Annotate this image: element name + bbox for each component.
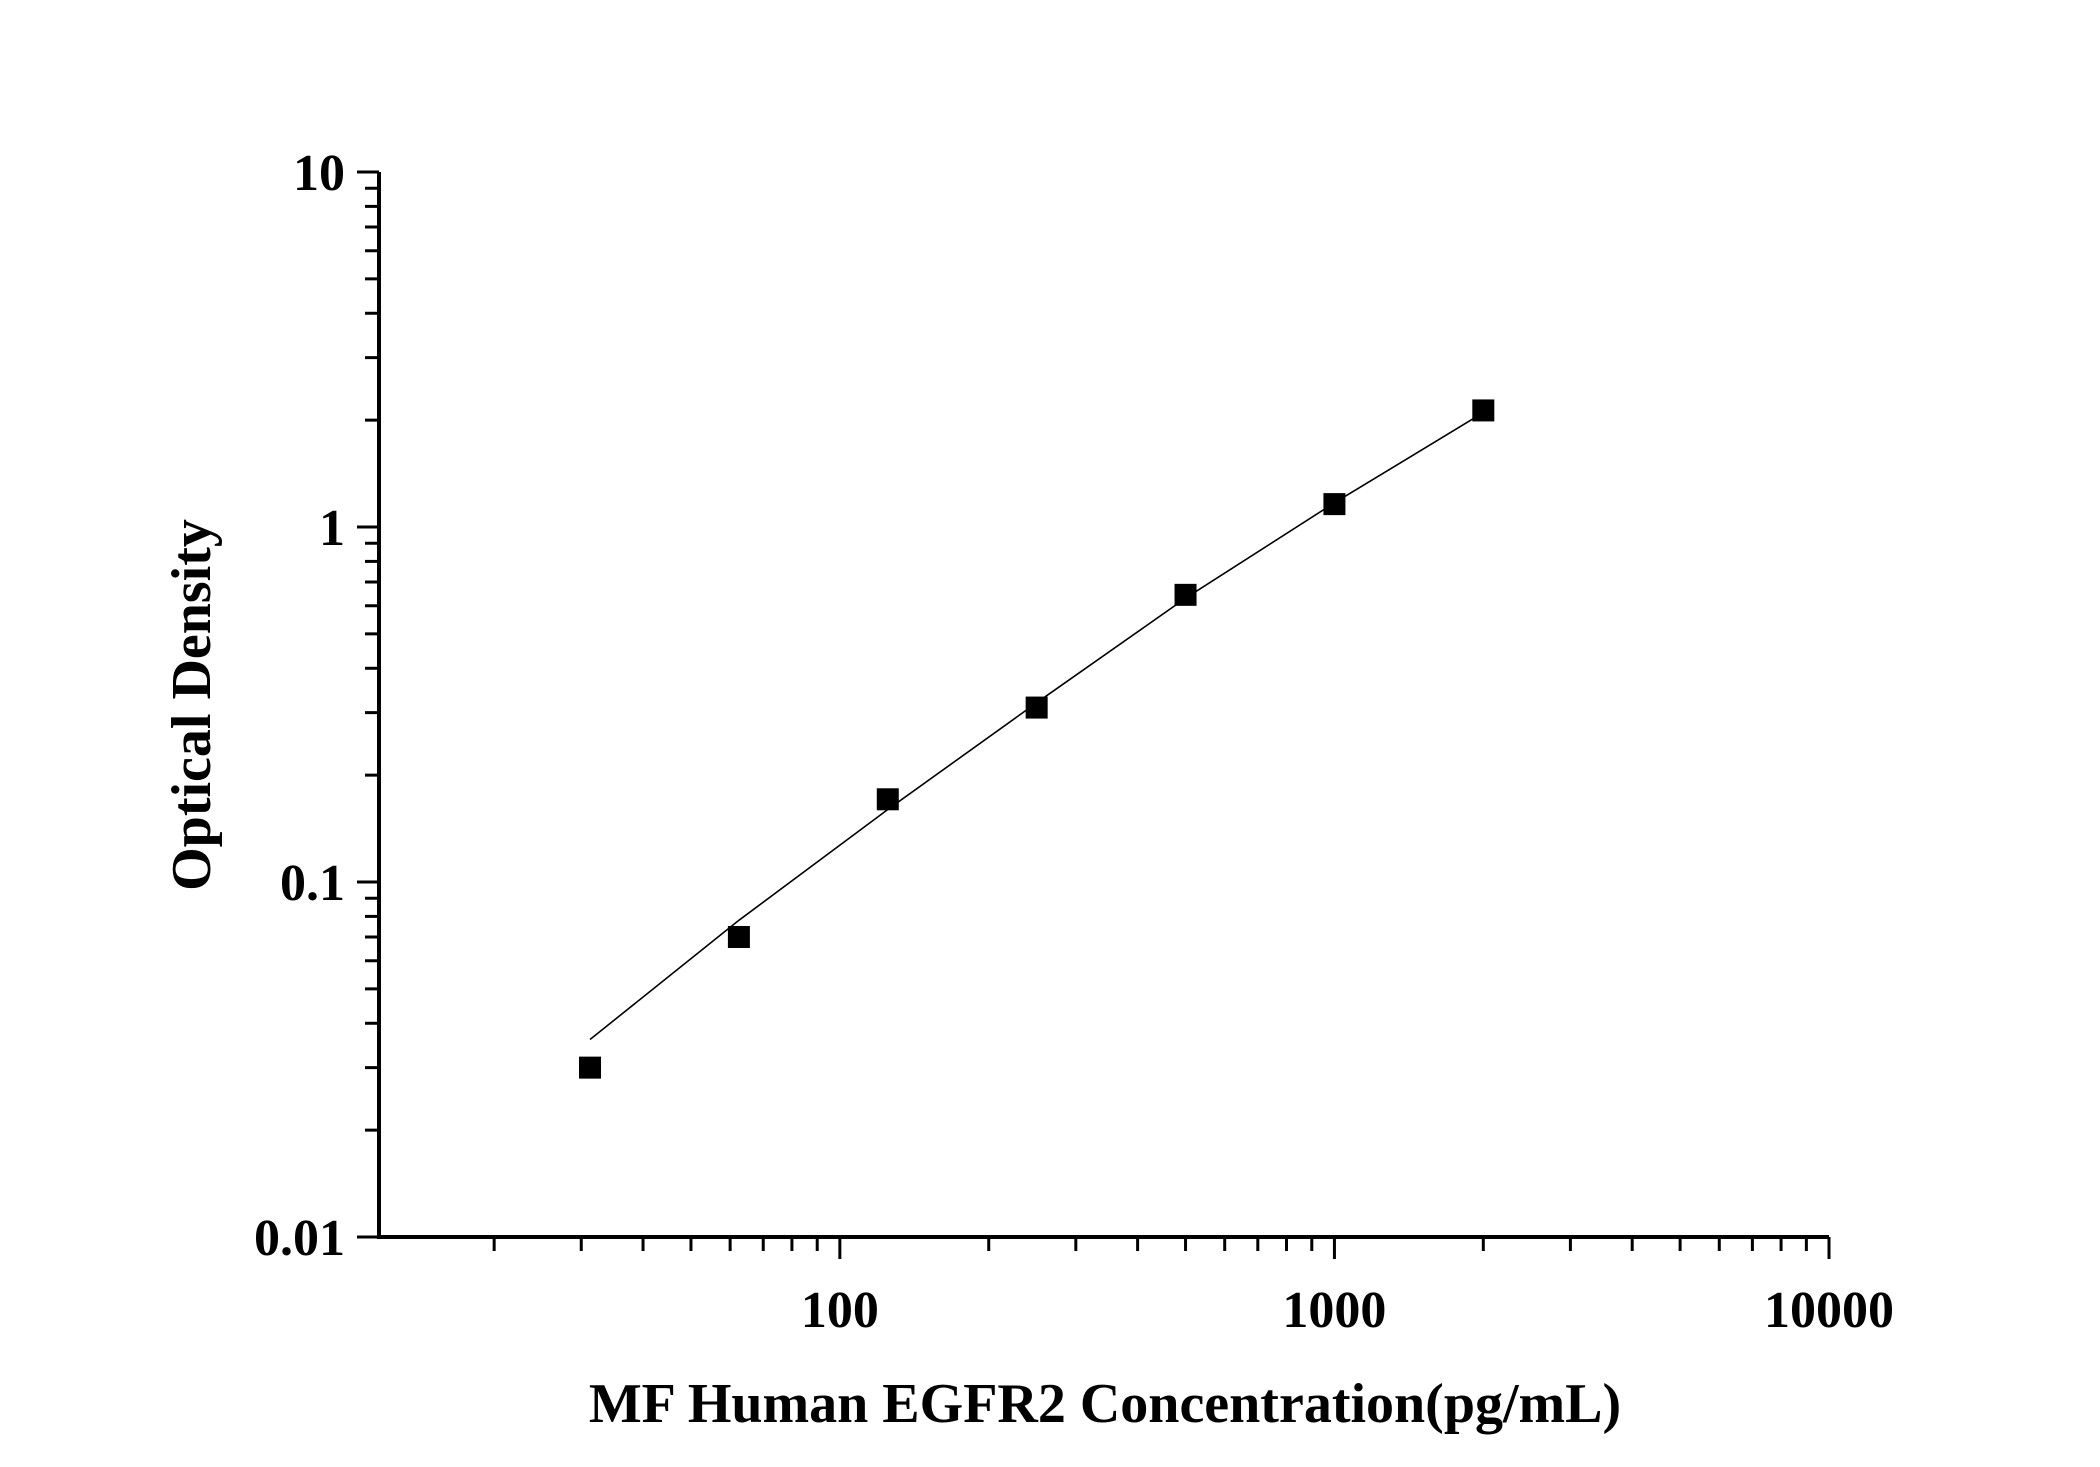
y-tick-label: 0.1: [280, 855, 345, 912]
y-axis-label: Optical Density: [161, 519, 223, 891]
data-point: [727, 925, 750, 948]
data-point: [579, 1056, 602, 1079]
x-tick-label: 1000: [1282, 1282, 1386, 1339]
y-tick-label: 1: [319, 500, 345, 557]
ticks: 100 1000 10000 0.01 0.1 1 10: [254, 145, 1894, 1339]
y-tick-label: 0.01: [254, 1210, 345, 1267]
data-point: [876, 788, 899, 811]
data-point: [1025, 696, 1048, 719]
data-point: [1472, 399, 1495, 422]
data-point: [1323, 493, 1346, 516]
axes: [377, 172, 1829, 1239]
x-axis-label: MF Human EGFR2 Concentration(pg/mL): [589, 1373, 1621, 1435]
data-point: [1174, 583, 1197, 606]
data-points: [579, 399, 1495, 1079]
fit-curve: [589, 411, 1484, 1041]
x-tick-label: 100: [801, 1282, 879, 1339]
fit-line: [589, 411, 1484, 1041]
x-tick-label: 10000: [1764, 1282, 1894, 1339]
y-tick-label: 10: [293, 145, 345, 202]
